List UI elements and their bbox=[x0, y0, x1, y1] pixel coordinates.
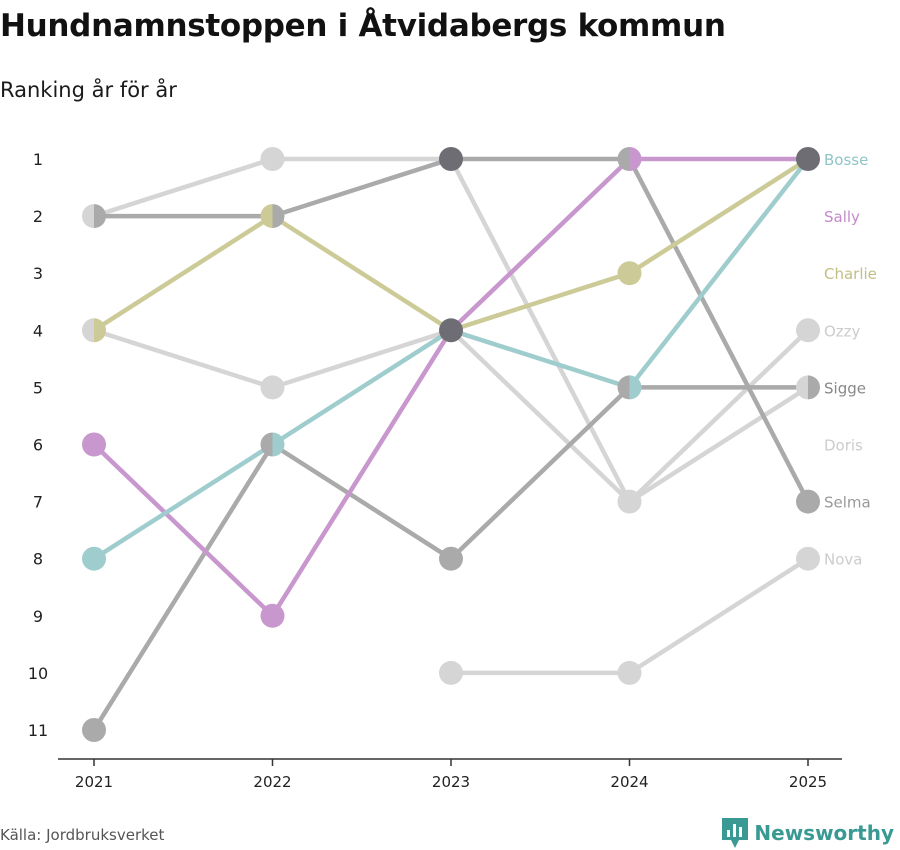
end-label-sally: Sally bbox=[824, 208, 860, 226]
point-half-unnamed bbox=[272, 204, 285, 229]
point-half-sigge bbox=[808, 375, 820, 400]
point-sally bbox=[82, 432, 106, 457]
y-tick-label: 11 bbox=[28, 721, 48, 740]
y-tick-label: 6 bbox=[33, 436, 43, 455]
point-half-sigge bbox=[617, 375, 630, 400]
point-sigge bbox=[82, 718, 106, 742]
point-shared-rank bbox=[796, 147, 820, 171]
brand-logo[interactable]: Newsworthy bbox=[722, 818, 894, 848]
end-label-ozzy: Ozzy bbox=[824, 322, 861, 340]
series-points bbox=[82, 147, 820, 742]
bar-chart-logo-icon bbox=[722, 818, 749, 848]
series-lines bbox=[91, 156, 811, 733]
y-tick-label: 10 bbox=[28, 664, 48, 683]
point-charlie bbox=[617, 261, 642, 286]
y-tick-label: 3 bbox=[33, 264, 43, 283]
y-tick-label: 2 bbox=[33, 207, 43, 226]
chart-title: Hundnamnstoppen i Åtvidabergs kommun bbox=[0, 8, 726, 44]
end-label-charlie: Charlie bbox=[824, 265, 877, 283]
point-shared-rank bbox=[439, 318, 463, 343]
point-doris bbox=[260, 375, 285, 400]
point-nova bbox=[617, 660, 642, 685]
chart-subtitle: Ranking år för år bbox=[0, 78, 177, 102]
series-line-doris bbox=[91, 328, 811, 504]
point-sigge bbox=[439, 546, 463, 571]
point-half-ozzy bbox=[82, 204, 94, 229]
series-line-bosse bbox=[91, 156, 811, 561]
end-label-sigge: Sigge bbox=[824, 379, 866, 397]
end-label-bosse: Bosse bbox=[824, 151, 868, 169]
point-half-bosse bbox=[629, 375, 642, 400]
source-note: Källa: Jordbruksverket bbox=[0, 826, 165, 844]
point-selma bbox=[796, 489, 820, 514]
point-sally bbox=[260, 603, 285, 628]
point-half-sigge bbox=[260, 432, 273, 457]
bump-chart: 1 2 3 4 5 6 7 8 9 10 11 2021 2022 2023 2024 2025 Bosse Sa… bbox=[28, 147, 877, 791]
y-tick-label: 5 bbox=[33, 378, 43, 397]
brand-name: Newsworthy bbox=[754, 821, 894, 845]
y-tick-label: 4 bbox=[33, 321, 43, 340]
x-tick-label: 2022 bbox=[253, 773, 291, 791]
y-tick-label: 7 bbox=[33, 493, 43, 512]
x-tick-label: 2025 bbox=[789, 773, 827, 791]
y-tick-label: 8 bbox=[33, 550, 43, 569]
x-axis: 2021 2022 2023 2024 2025 bbox=[58, 758, 842, 791]
point-ozzy bbox=[260, 147, 285, 171]
point-half-unnamed bbox=[94, 204, 107, 229]
series-line-nova bbox=[448, 556, 811, 676]
point-half-charlie bbox=[94, 318, 107, 343]
y-tick-label: 1 bbox=[33, 150, 43, 169]
point-half-doris bbox=[82, 318, 94, 343]
point-nova bbox=[439, 660, 463, 685]
end-label-selma: Selma bbox=[824, 494, 871, 512]
point-bosse bbox=[82, 546, 106, 571]
x-tick-label: 2024 bbox=[610, 773, 648, 791]
y-axis-ticks: 1 2 3 4 5 6 7 8 9 10 11 bbox=[28, 150, 48, 740]
series-line-selma bbox=[448, 156, 811, 504]
point-ozzy bbox=[796, 318, 820, 343]
end-labels: Bosse Sally Charlie Ozzy Sigge Doris Selma Nova bbox=[824, 151, 877, 569]
point-half-selma bbox=[617, 147, 630, 171]
point-nova bbox=[796, 546, 820, 571]
series-line-charlie bbox=[91, 156, 811, 333]
point-half-charlie bbox=[260, 204, 273, 229]
point-half-bosse bbox=[272, 432, 285, 457]
point-shared-rank bbox=[439, 147, 463, 171]
x-tick-label: 2021 bbox=[75, 773, 113, 791]
point-doris bbox=[617, 489, 642, 514]
point-half-sally bbox=[629, 147, 642, 171]
end-label-doris: Doris bbox=[824, 437, 863, 455]
point-half-doris bbox=[796, 375, 808, 400]
end-label-nova: Nova bbox=[824, 551, 862, 569]
y-tick-label: 9 bbox=[33, 607, 43, 626]
x-tick-label: 2023 bbox=[432, 773, 470, 791]
